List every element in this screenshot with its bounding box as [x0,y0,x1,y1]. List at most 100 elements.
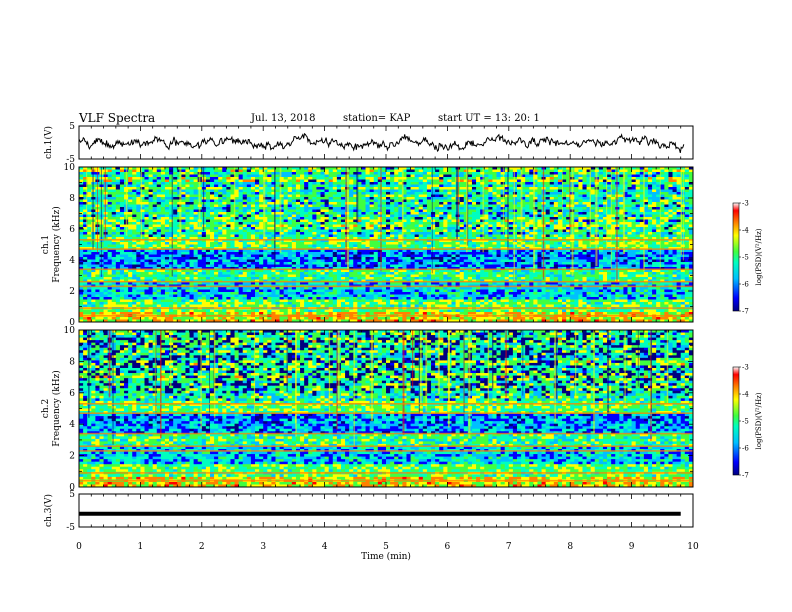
spectrogram-cell [148,234,154,238]
spectrogram-cell [643,224,649,228]
spectrogram-cell [209,209,215,213]
spectrogram-cell [353,217,358,220]
spectrogram-cell [226,222,231,225]
spectrogram-cell [365,242,371,245]
spectrogram-cell [148,169,154,173]
spectrogram-cell [185,239,190,243]
spectrogram-cell [328,244,334,248]
spectrogram-cell [566,182,571,185]
spectrogram-cell [398,239,403,243]
spectrogram-cell [476,192,481,195]
spectrogram-cell [340,194,346,198]
spectrogram-cell [406,204,411,208]
spectrogram-cell [688,167,694,170]
spectrogram-cell [631,229,637,233]
spectrogram-cell [639,239,645,243]
spectrogram-cell [87,184,92,188]
spectrogram-cell [492,174,497,178]
spectrogram-cell [320,232,325,235]
spectrogram-cell [451,209,456,213]
spectrogram-cell [406,237,411,240]
spectrogram-cell [521,187,526,190]
spectrogram-cell [390,237,395,240]
spectrogram-cell [267,167,272,170]
spectrogram-cell [312,192,317,195]
spectrogram-cell [623,207,628,210]
spectrogram-cell [336,194,342,198]
spectrogram-cell [562,184,567,188]
spectrogram-cell [553,207,559,210]
spectrogram-cell [300,194,305,198]
spectrogram-cell [271,224,276,228]
spectrogram-cell [349,209,354,213]
spectrogram-cell [688,219,694,223]
spectrogram-cell [119,227,125,230]
spectrogram-cell [639,167,645,170]
spectrogram-cell [83,167,88,170]
spectrogram-cell [197,244,203,248]
spectrogram-cell [611,232,616,235]
spectrogram-cell [308,204,313,208]
spectrogram-cell [422,242,428,245]
spectrogram-cell [668,194,673,198]
spectrogram-cell [549,194,555,198]
spectrogram-cell [656,184,661,188]
spectrogram-cell [586,244,592,248]
spectrogram-cell [234,187,240,190]
spectrogram-cell [304,234,309,238]
spectrogram-cell [684,209,690,213]
spectrogram-cell [553,179,559,183]
spectrogram-cell [340,182,346,185]
spectrogram-cell [189,167,195,170]
spectrogram-cell [525,224,530,228]
spectrogram-cell [209,187,215,190]
spectrogram-cell [439,174,444,178]
spectrogram-cell [410,182,416,185]
spectrogram-cell [365,177,371,180]
spectrogram-cell [418,224,424,228]
spectrogram-cell [676,227,682,230]
spectrogram-cell [471,192,477,195]
spectrogram-cell [443,192,448,195]
spectrogram-cell [332,199,338,203]
spectrogram-cell [164,224,170,228]
spectrogram-cell [545,202,551,205]
spectrogram-cell [394,204,399,208]
spectrogram-cell [332,189,338,193]
spectrogram-cell [214,187,219,190]
spectrogram-cell [181,189,186,193]
spectrogram-cell [602,189,608,193]
spectrogram-cell [164,179,170,183]
spectrogram-cell [590,209,596,213]
spectrogram-cell [672,224,678,228]
spectrogram-cell [312,242,317,245]
spectrogram-cell [435,184,440,188]
spectrogram-cell [516,179,522,183]
spectrogram-cell [422,177,428,180]
spectrogram-cell [480,239,485,243]
spectrogram-cell [83,217,88,220]
spectrogram-cell [238,192,244,195]
spectrogram-cell [566,184,571,188]
spectrogram-cell [496,212,502,215]
spectrogram-cell [447,169,452,173]
spectrogram-cell [164,242,170,245]
spectrogram-cell [488,194,493,198]
spectrogram-cell [426,192,432,195]
spectrogram-cell [394,197,399,200]
spectrogram-cell [283,244,289,248]
spectrogram-cell [152,179,158,183]
spectrogram-cell [148,179,154,183]
spectrogram-cell [128,177,133,180]
spectrogram-cell [545,232,551,235]
spectrogram-cell [647,192,653,195]
spectrogram-cell [386,189,391,193]
spectrogram-cell [209,192,215,195]
spectrogram-cell [361,242,366,245]
spectrogram-cell [263,232,268,235]
spectrogram-cell [390,204,395,208]
spectrogram-cell [377,184,383,188]
spectrogram-cell [643,194,649,198]
spectrogram-cell [431,207,436,210]
spectrogram-cell [214,239,219,243]
